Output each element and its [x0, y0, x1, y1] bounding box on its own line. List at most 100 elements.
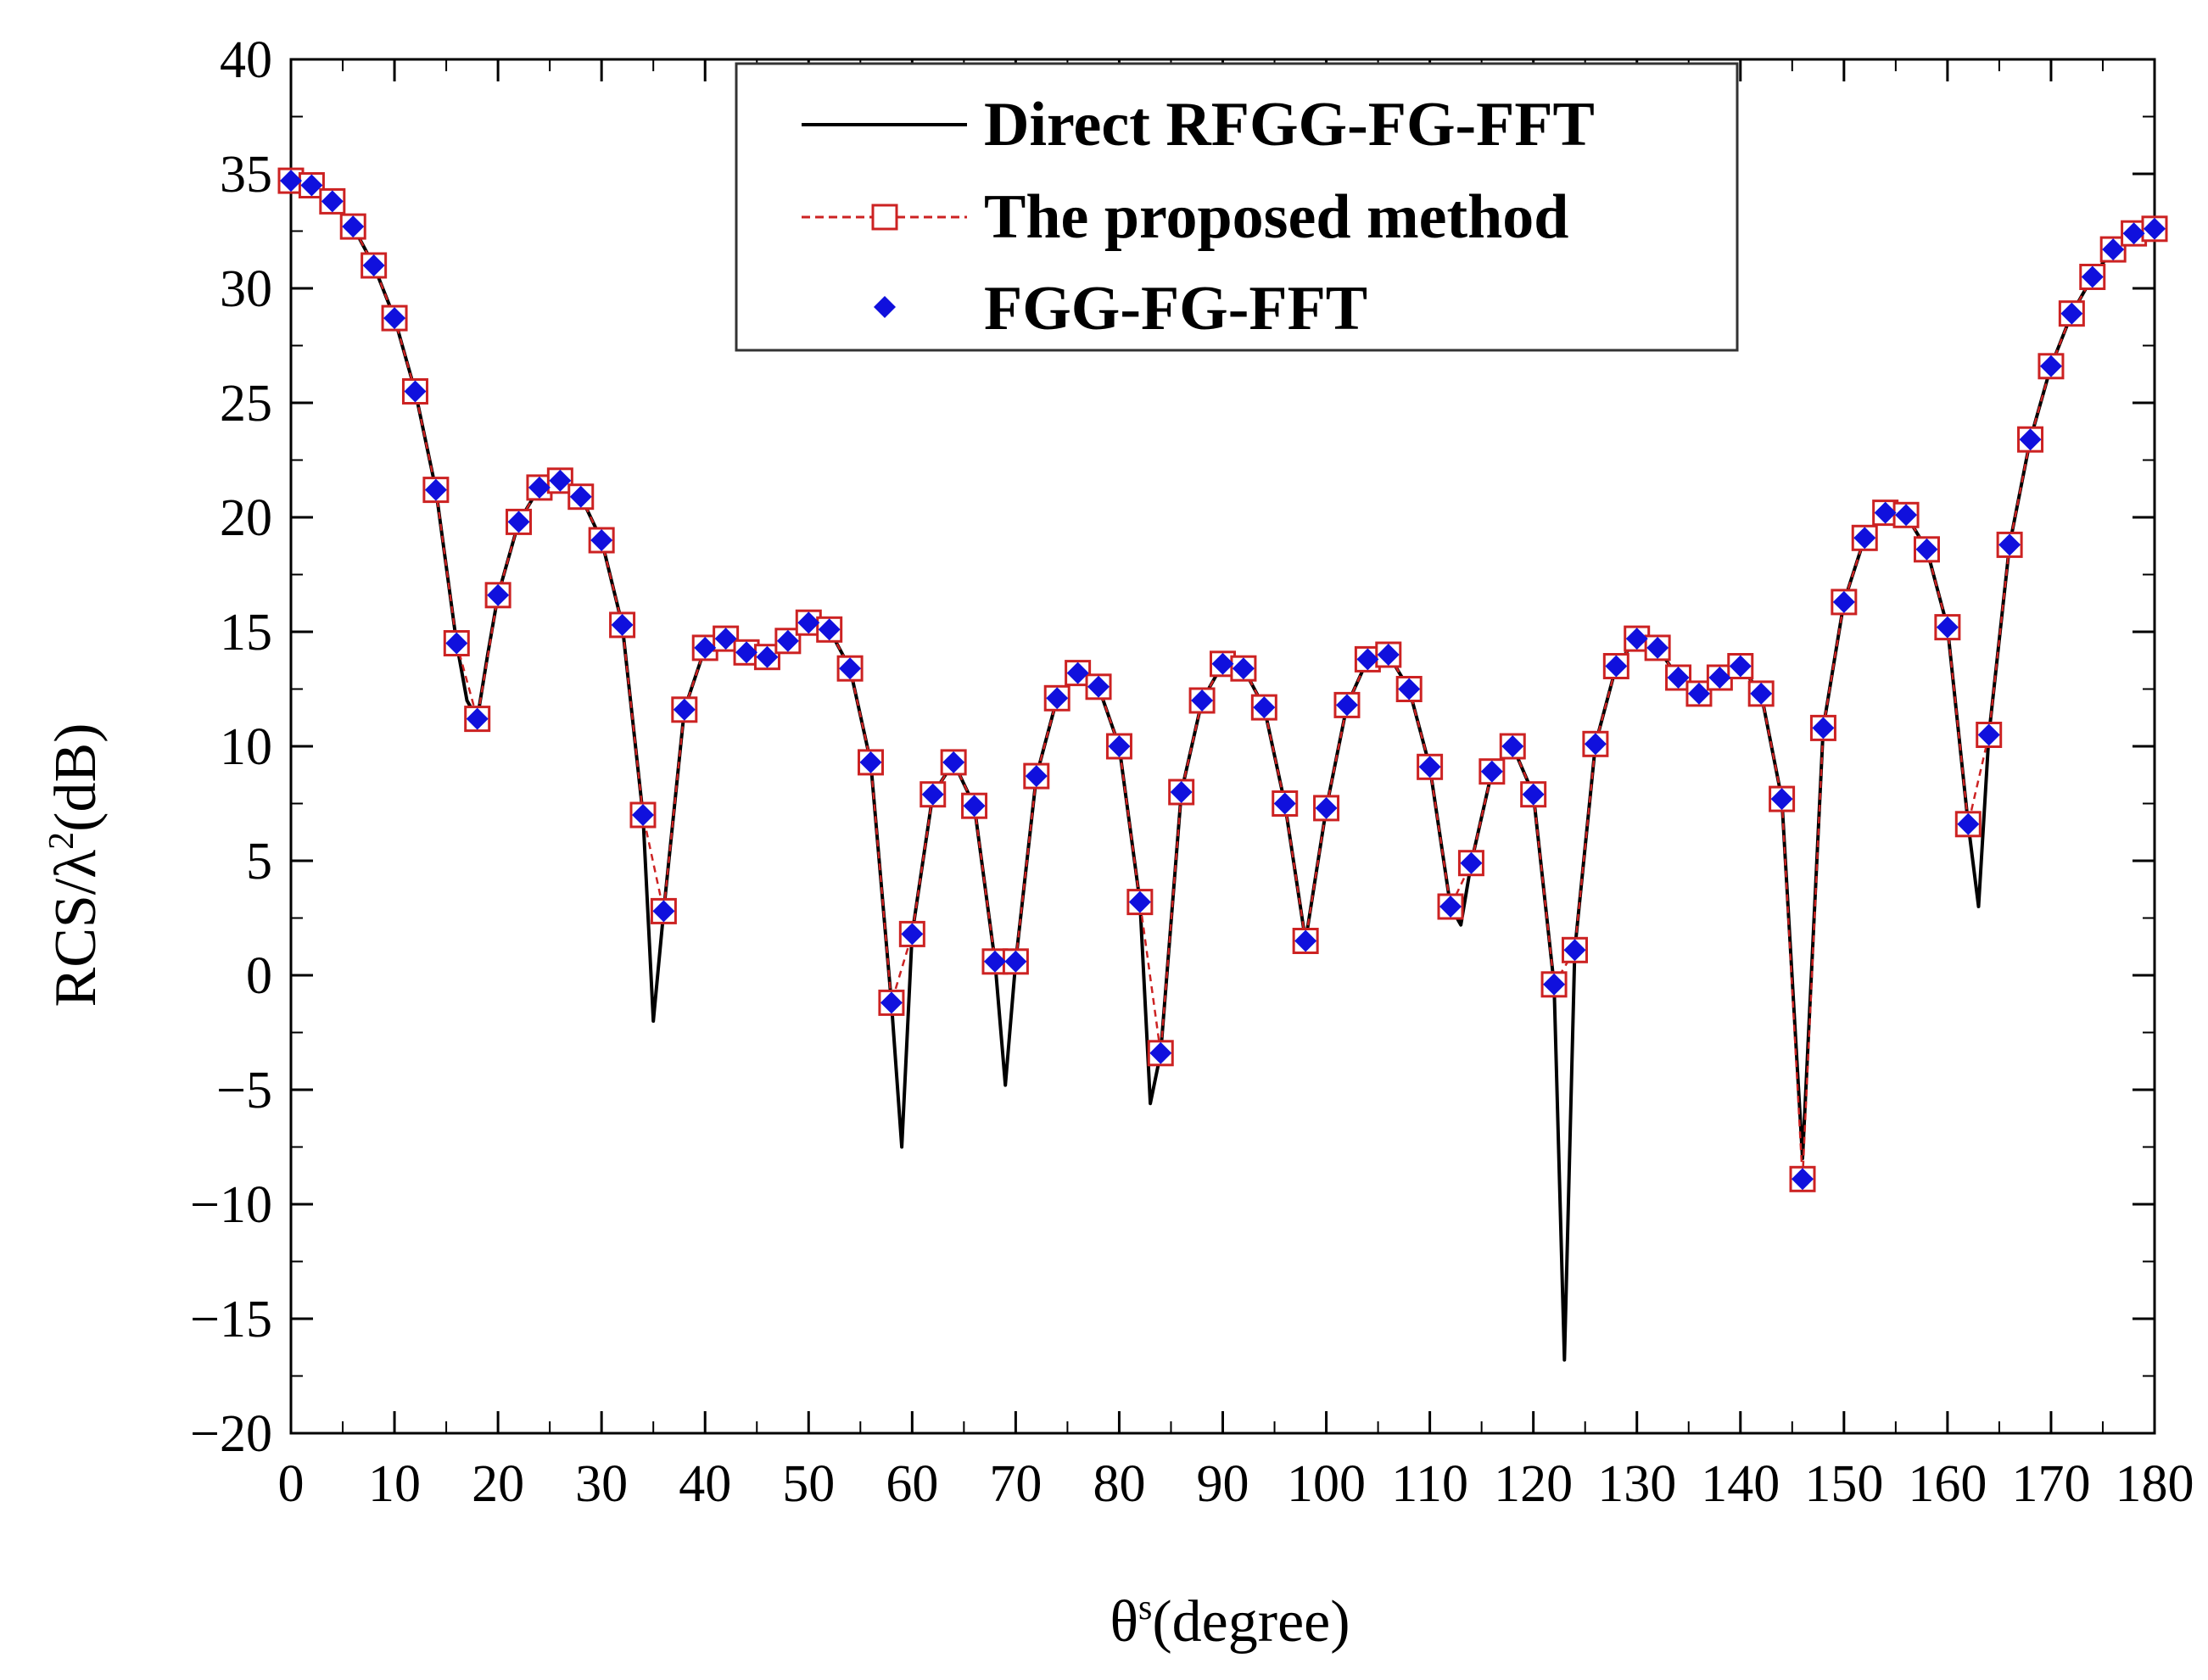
fgg-point: [1646, 636, 1669, 659]
x-tick-label: 90: [1197, 1455, 1249, 1513]
x-tick-label: 0: [278, 1455, 305, 1513]
y-tick-label: −5: [216, 1062, 272, 1119]
fgg-point: [921, 783, 944, 806]
fgg-point: [1356, 648, 1379, 671]
fgg-point: [735, 641, 758, 664]
x-tick-label: 130: [1597, 1455, 1676, 1513]
fgg-point: [362, 254, 385, 276]
fgg-point: [983, 950, 1006, 973]
legend-box: [735, 62, 1739, 352]
fgg-point: [1460, 851, 1483, 874]
fgg-point: [1480, 760, 1503, 783]
fgg-point: [1108, 735, 1131, 757]
x-axis-label-sup: s: [1138, 1588, 1152, 1627]
fgg-point: [631, 804, 654, 826]
series-layer: [277, 167, 2168, 1362]
x-tick-label: 70: [989, 1455, 1042, 1513]
y-tick-label: −20: [190, 1405, 272, 1463]
y-axis: −20 −15 −10 −5 0 5 10 15 20 25 30 35 40: [190, 31, 2155, 1463]
y-tick-label: −15: [190, 1291, 272, 1348]
fgg-point: [528, 476, 551, 499]
fgg-point: [1874, 501, 1897, 524]
fgg-point: [2019, 428, 2042, 451]
fgg-point: [1211, 652, 1234, 675]
fgg-point: [590, 529, 613, 551]
y-tick-label: 0: [246, 947, 272, 1005]
y-tick-label: 35: [220, 146, 272, 204]
fgg-point: [1543, 973, 1566, 996]
fgg-point: [549, 469, 572, 492]
fgg-point: [445, 632, 468, 655]
x-tick-label: 150: [1804, 1455, 1883, 1513]
fgg-point: [694, 636, 717, 659]
fgg-point: [1957, 812, 1980, 835]
fgg-point: [1273, 792, 1296, 815]
fgg-point: [611, 613, 634, 636]
fgg-point: [2060, 302, 2083, 325]
y-tick-label: 25: [220, 375, 272, 433]
legend-label-proposed: The proposed method: [984, 182, 1568, 252]
fgg-point: [1708, 667, 1731, 689]
fgg-point: [2122, 222, 2145, 245]
y-tick-label: 40: [220, 31, 272, 89]
fgg-point: [383, 307, 406, 330]
fgg-point: [342, 215, 365, 238]
fgg-point: [1004, 950, 1027, 973]
fgg-point: [714, 628, 737, 650]
fgg-point: [942, 751, 965, 773]
y-tick-label: 5: [246, 833, 272, 890]
fgg-point: [2144, 217, 2166, 240]
fgg-point: [673, 698, 696, 721]
fgg-point: [1294, 929, 1317, 952]
fgg-point: [859, 751, 882, 773]
fgg-point: [1729, 655, 1752, 678]
y-axis-label: RCS/λ2(dB): [42, 723, 109, 1007]
fgg-point: [1895, 504, 1918, 527]
fgg-point: [818, 618, 841, 641]
fgg-point: [1625, 628, 1648, 650]
fgg-point: [756, 645, 779, 668]
fgg-point: [880, 991, 903, 1014]
x-tick-label: 60: [886, 1455, 938, 1513]
fgg-point: [652, 900, 675, 923]
y-tick-label: 30: [220, 260, 272, 318]
fgg-point: [1522, 783, 1545, 806]
fgg-point: [1025, 765, 1048, 788]
x-tick-label: 160: [1908, 1455, 1987, 1513]
fgg-point: [569, 485, 592, 508]
fgg-point: [321, 190, 344, 213]
x-tick-label: 140: [1701, 1455, 1780, 1513]
fgg-point: [280, 170, 302, 193]
x-tick-label: 170: [2011, 1455, 2090, 1513]
y-tick-label: 15: [220, 604, 272, 661]
legend-marker-proposed: [871, 204, 898, 231]
fgg-point: [2081, 265, 2104, 288]
fgg-point: [2039, 354, 2062, 377]
fgg-point: [1667, 667, 1690, 689]
fgg-point: [1687, 682, 1710, 705]
fgg-point: [963, 795, 986, 818]
x-tick-label: 30: [575, 1455, 628, 1513]
x-tick-label: 100: [1287, 1455, 1366, 1513]
fgg-point: [507, 511, 530, 533]
x-tick-label: 110: [1391, 1455, 1468, 1513]
legend-label-fgg: FGG-FG-FFT: [984, 274, 1367, 343]
fgg-point: [1253, 696, 1276, 719]
fgg-point: [300, 174, 323, 197]
fgg-point: [1398, 678, 1421, 700]
x-tick-label: 120: [1494, 1455, 1573, 1513]
fgg-point: [1170, 781, 1193, 803]
fgg-point: [1584, 733, 1607, 756]
fgg-point: [1149, 1041, 1172, 1064]
fgg-point: [1046, 687, 1069, 710]
fgg-point: [776, 629, 799, 652]
legend-marker-fgg: [874, 296, 896, 318]
fgg-point: [1377, 644, 1400, 666]
x-axis-label: θs(degree): [1110, 1588, 1350, 1655]
x-tick-label: 40: [679, 1455, 731, 1513]
fgg-point: [1128, 890, 1151, 913]
x-tick-label: 20: [472, 1455, 524, 1513]
x-tick-label: 10: [368, 1455, 421, 1513]
x-tick-label: 50: [782, 1455, 835, 1513]
